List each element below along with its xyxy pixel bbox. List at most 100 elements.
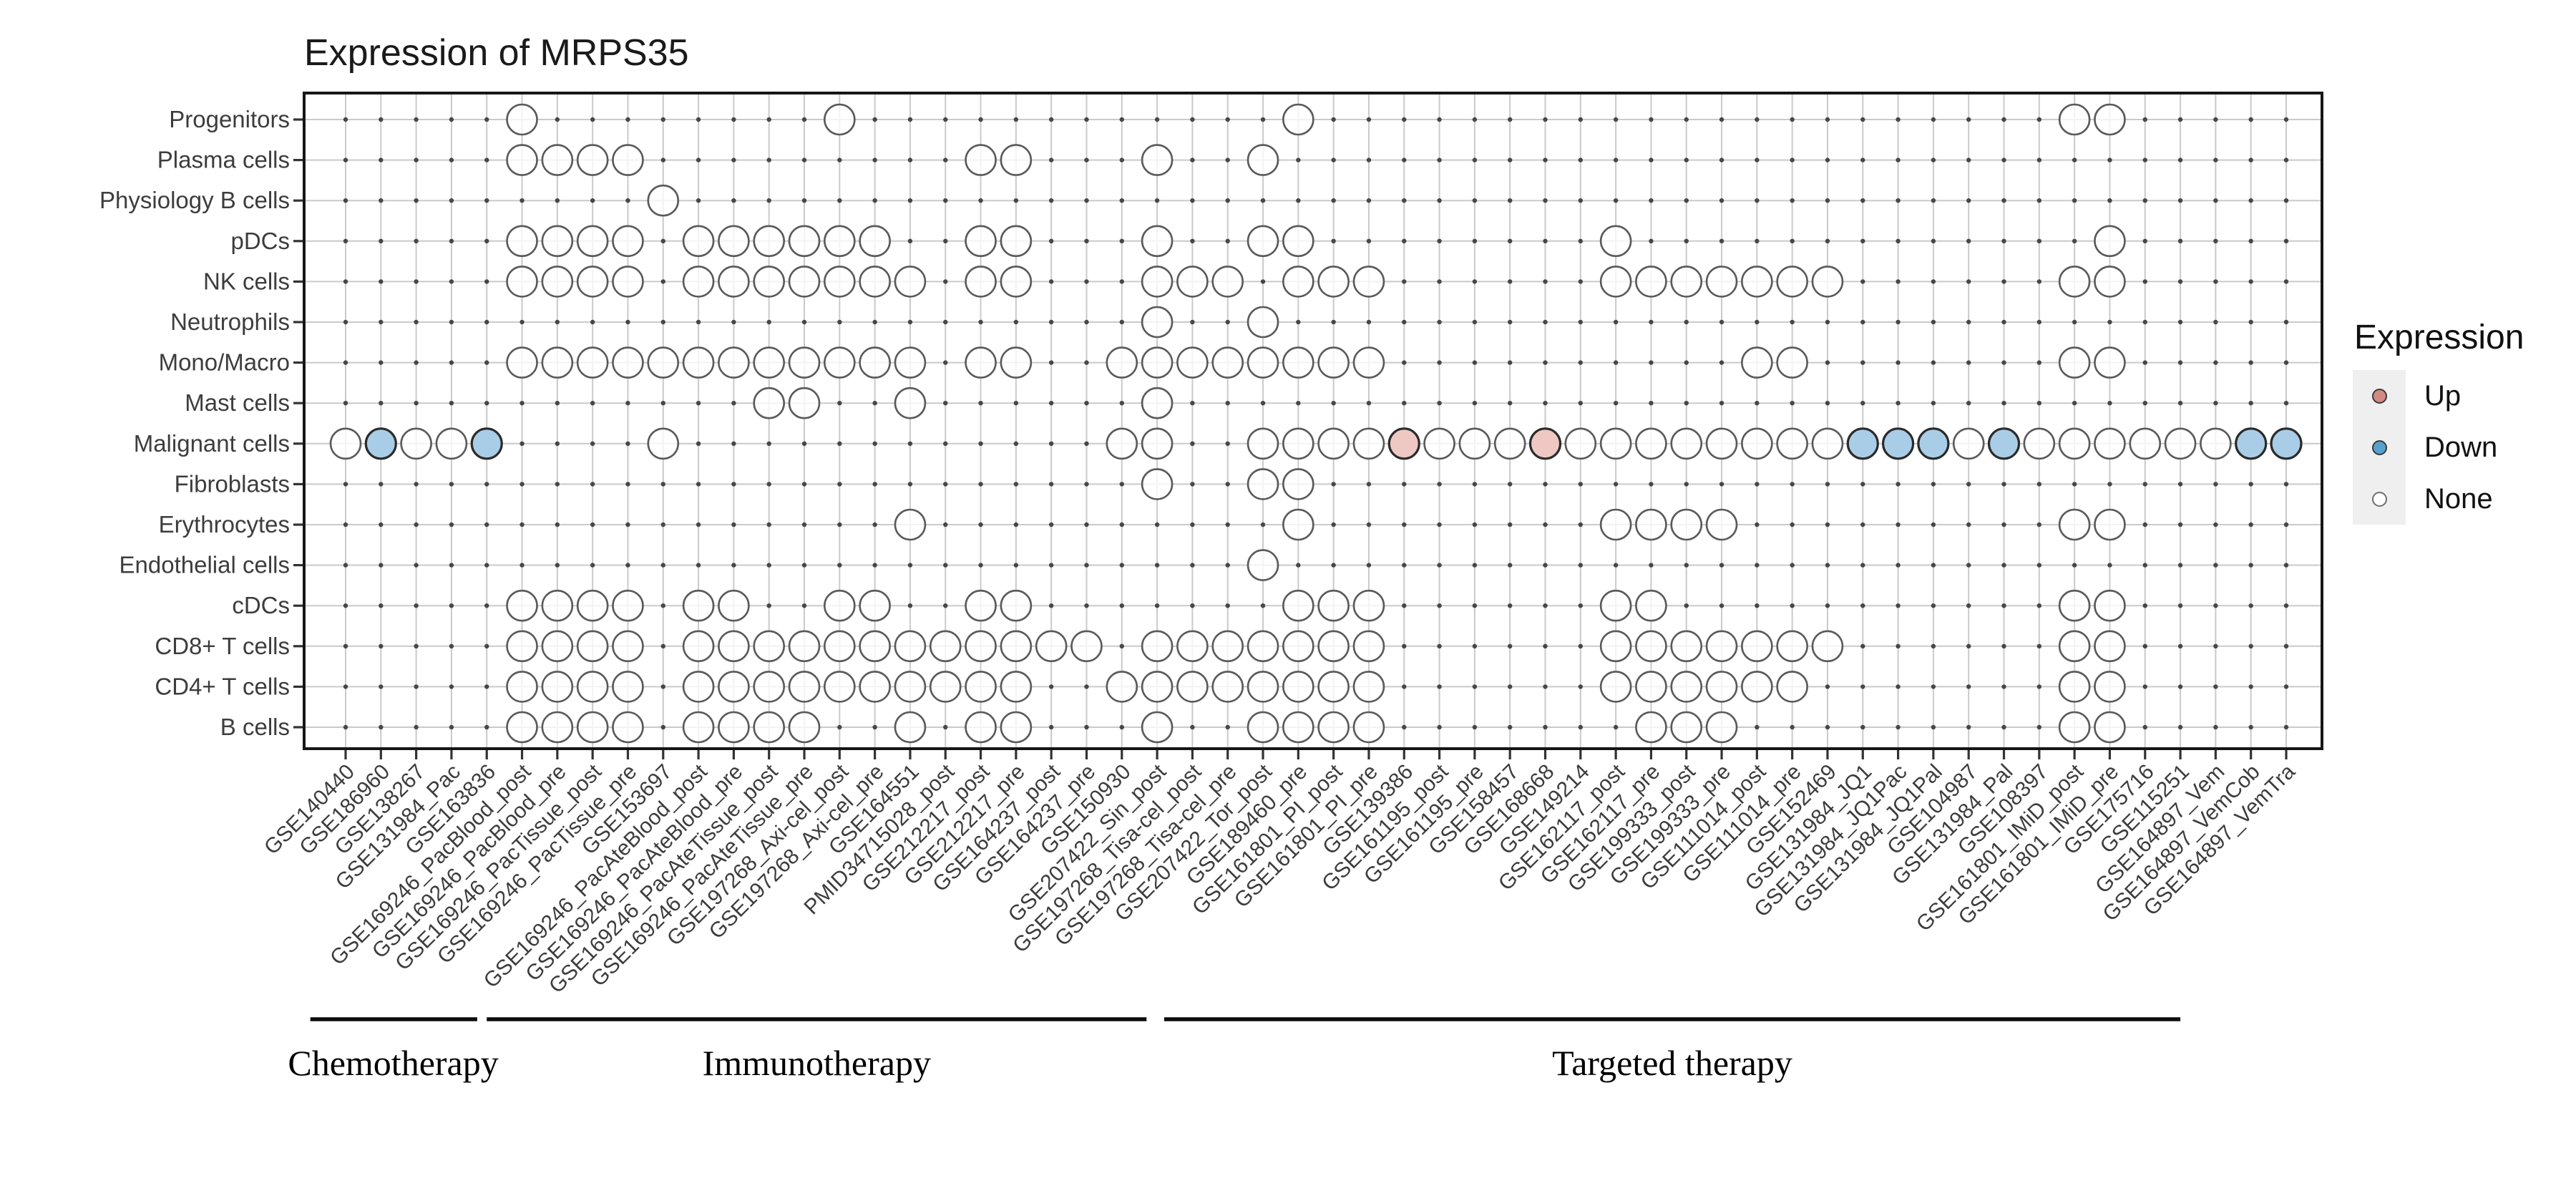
legend-item-down: Down xyxy=(2353,422,2575,473)
dot-none xyxy=(965,144,997,176)
dot-none xyxy=(1635,427,1667,460)
dot-none xyxy=(718,266,750,298)
dot-none xyxy=(859,589,891,622)
dot-none xyxy=(1352,589,1385,622)
dot-none xyxy=(1282,225,1314,258)
dot-none xyxy=(1776,427,1808,460)
dot-none xyxy=(718,589,750,622)
dot-none xyxy=(1246,144,1279,176)
legend-item-none: None xyxy=(2353,473,2575,525)
dot-none xyxy=(1458,427,1491,460)
dot-none xyxy=(753,346,786,379)
dot-none xyxy=(612,630,644,663)
dot-none xyxy=(1635,630,1667,663)
dot-none xyxy=(1317,589,1350,622)
dot-none xyxy=(1599,427,1632,460)
dot-none xyxy=(2094,427,2126,460)
dot-none xyxy=(1599,225,1632,258)
dot-down xyxy=(1917,427,1950,460)
dot-none xyxy=(1564,427,1597,460)
dot-none xyxy=(824,589,856,622)
dot-none xyxy=(1141,346,1174,379)
dot-none xyxy=(1741,266,1773,298)
plot-border xyxy=(303,92,2323,750)
y-axis-label: Progenitors xyxy=(169,106,290,132)
dot-none xyxy=(1599,630,1632,663)
dot-none xyxy=(1635,589,1667,622)
axis-ticks xyxy=(293,118,2288,759)
dot-none xyxy=(612,144,644,176)
dot-none xyxy=(2094,671,2126,703)
dot-none xyxy=(1317,671,1350,703)
dot-none xyxy=(1070,630,1103,663)
dot-none xyxy=(1352,266,1385,298)
dot-none xyxy=(2058,346,2091,379)
dot-none xyxy=(647,346,680,379)
dot-none xyxy=(1741,630,1773,663)
dot-none xyxy=(1211,671,1244,703)
dot-none xyxy=(682,711,715,744)
dot-none xyxy=(1776,266,1808,298)
dot-none xyxy=(894,671,927,703)
dot-none xyxy=(2023,427,2056,460)
dot-none xyxy=(1141,266,1174,298)
dot-none xyxy=(612,346,644,379)
dot-none xyxy=(965,589,997,622)
dot-none xyxy=(1599,508,1632,541)
legend-label-up: Up xyxy=(2424,379,2462,412)
legend-title: Expression xyxy=(2354,319,2524,356)
dot-none xyxy=(1776,346,1808,379)
dot-none xyxy=(1106,671,1138,703)
dot-none xyxy=(506,346,538,379)
dot-none xyxy=(753,671,786,703)
dot-none xyxy=(1317,346,1350,379)
dot-none xyxy=(1952,427,1985,460)
dot-none xyxy=(718,630,750,663)
dot-none xyxy=(682,671,715,703)
dot-none xyxy=(1282,589,1314,622)
dot-none xyxy=(1176,266,1209,298)
dot-none xyxy=(576,144,609,176)
dot-none xyxy=(506,671,538,703)
dot-none xyxy=(965,711,997,744)
legend-key-box xyxy=(2353,422,2406,473)
dot-none xyxy=(1246,427,1279,460)
dot-none xyxy=(1635,266,1667,298)
dot-none xyxy=(788,630,821,663)
dot-none xyxy=(1176,671,1209,703)
dot-none xyxy=(1141,711,1174,744)
dot-none xyxy=(788,346,821,379)
dot-none xyxy=(1282,266,1314,298)
dot-none xyxy=(824,266,856,298)
dot-none xyxy=(1141,427,1174,460)
dot-none xyxy=(2094,508,2126,541)
dot-none xyxy=(753,387,786,419)
y-axis-label: pDCs xyxy=(230,228,290,254)
dot-none xyxy=(788,225,821,258)
dot-none xyxy=(1776,671,1808,703)
dot-none xyxy=(859,671,891,703)
dot-none xyxy=(894,266,927,298)
dot-none xyxy=(1317,630,1350,663)
dot-none xyxy=(1352,346,1385,379)
dot-none xyxy=(682,589,715,622)
dot-none xyxy=(1176,630,1209,663)
dot-none xyxy=(859,266,891,298)
dot-none xyxy=(929,630,962,663)
dot-none xyxy=(1246,225,1279,258)
dot-none xyxy=(1423,427,1455,460)
y-axis-label: Neutrophils xyxy=(170,308,290,335)
dot-none xyxy=(1000,346,1033,379)
y-axis-label: Mono/Macro xyxy=(159,349,290,376)
dot-none xyxy=(965,671,997,703)
dot-none xyxy=(2058,266,2091,298)
dot-up xyxy=(1387,427,1420,460)
dot-none xyxy=(1599,589,1632,622)
dot-none xyxy=(1741,346,1773,379)
dot-none xyxy=(2058,103,2091,136)
dot-none xyxy=(2094,225,2126,258)
dot-none xyxy=(1246,671,1279,703)
dot-none xyxy=(824,671,856,703)
dot-none xyxy=(682,225,715,258)
